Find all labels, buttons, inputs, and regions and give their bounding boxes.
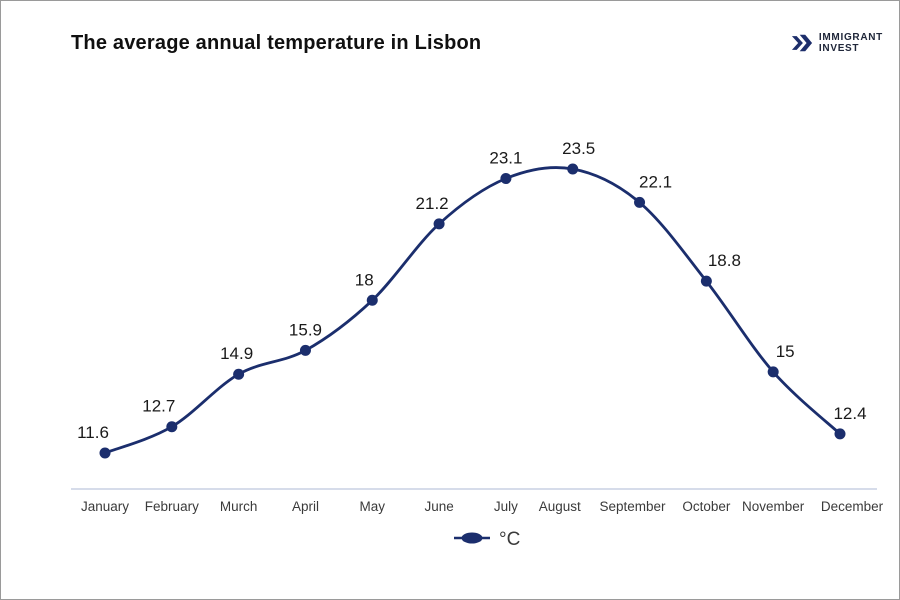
value-label-murch: 14.9 [220,344,253,363]
data-point-october [700,275,712,287]
double-chevron-icon [791,34,813,52]
month-label-september: September [600,499,667,514]
immigrant-invest-logo: IMMIGRANT INVEST [791,32,883,54]
legend: °C [454,529,520,550]
month-label-october: October [682,499,731,514]
data-point-june [433,218,445,230]
value-label-february: 12.7 [142,397,175,416]
data-point-september [634,196,646,208]
month-label-february: February [145,499,199,514]
value-label-may: 18 [355,270,374,289]
month-label-april: April [292,499,319,514]
value-label-december: 12.4 [833,404,866,423]
value-label-january: 11.6 [77,423,109,442]
value-label-april: 15.9 [289,320,322,339]
logo-text: IMMIGRANT INVEST [819,32,883,54]
data-point-may [366,294,378,306]
month-label-august: August [539,499,581,514]
value-label-august: 23.5 [562,139,595,158]
month-label-december: December [821,499,884,514]
legend-label: °C [499,529,520,550]
logo-line2: INVEST [818,43,860,54]
legend-marker [461,532,483,544]
data-point-august [567,163,579,175]
page-title: The average annual temperature in Lisbon [71,32,482,54]
logo-line1: IMMIGRANT [818,32,883,43]
data-point-december [834,428,846,440]
data-point-april [299,344,311,356]
month-label-july: July [494,499,518,514]
temperature-line [103,166,842,455]
month-label-june: June [424,499,453,514]
month-label-may: May [360,499,386,514]
value-label-july: 23.1 [489,149,522,168]
month-label-november: November [742,499,805,514]
value-label-june: 21.2 [416,194,449,213]
value-label-october: 18.8 [708,251,741,270]
month-label-january: January [81,499,129,514]
value-label-november: 15 [776,342,795,361]
data-point-murch [233,368,245,380]
value-label-september: 22.1 [639,172,672,191]
data-point-february [166,421,178,433]
data-point-november [767,366,779,378]
data-point-july [500,173,512,185]
data-point-january [99,447,111,459]
series-group: 11.6 January 12.7 February 14.9 Murch 15.9 Apri… [77,139,884,514]
month-label-murch: Murch [220,499,258,514]
